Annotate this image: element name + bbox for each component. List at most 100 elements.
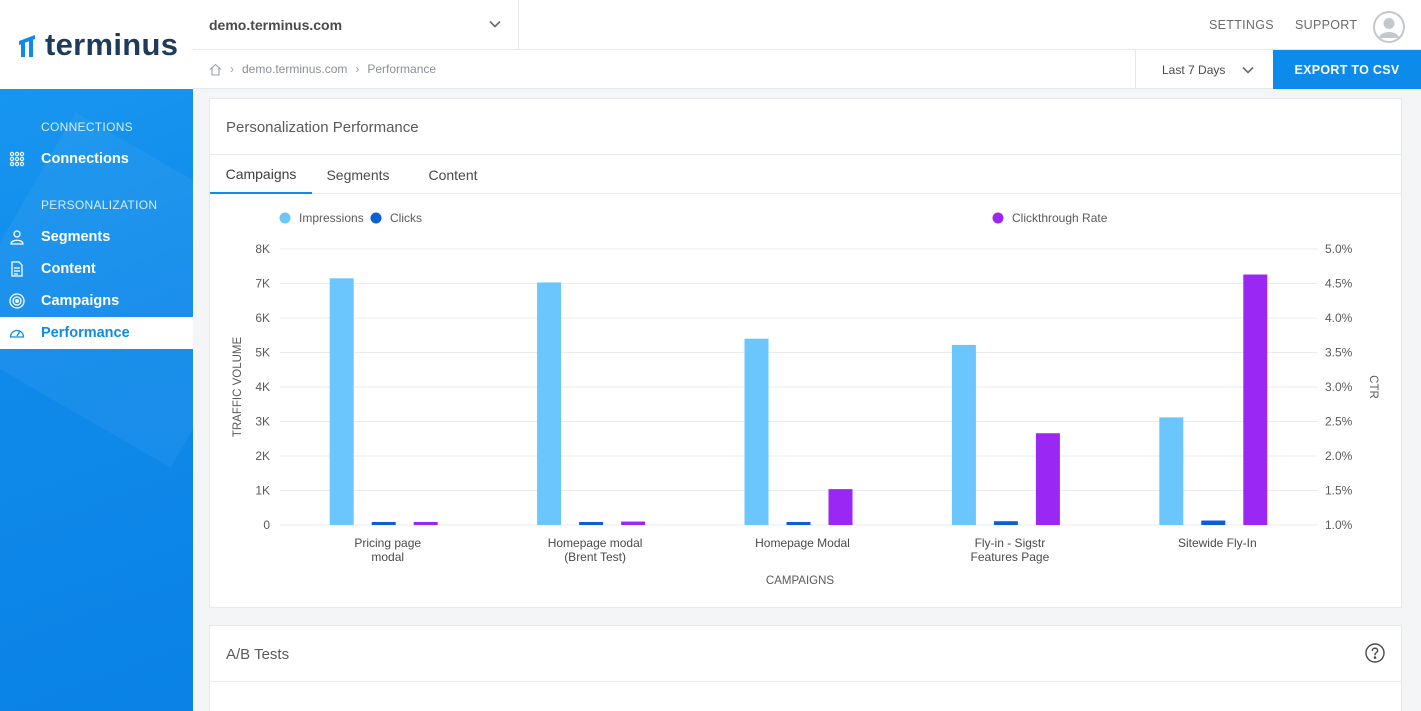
personalization-performance-card: Personalization Performance Campaigns Se… <box>209 98 1402 608</box>
tab-campaigns[interactable]: Campaigns <box>210 155 312 194</box>
sidebar-item-label: Content <box>41 261 96 277</box>
sidebar-item-content[interactable]: Content <box>0 253 193 285</box>
impressions-bar <box>329 278 354 525</box>
category-label: Features Page <box>971 550 1050 564</box>
right-axis-tick-label: 3.5% <box>1325 346 1353 360</box>
sidebar-item-performance[interactable]: Performance <box>0 317 193 349</box>
breadcrumb-item-domain[interactable]: demo.terminus.com <box>242 62 348 76</box>
left-axis-tick-label: 5K <box>255 346 270 360</box>
domain-select[interactable]: demo.terminus.com <box>193 0 519 50</box>
top-bar: demo.terminus.com SETTINGS SUPPORT <box>193 0 1421 50</box>
avatar-user-icon <box>1373 11 1405 43</box>
legend-swatch <box>370 212 382 224</box>
right-axis-title: CTR <box>1367 375 1379 399</box>
home-icon[interactable] <box>209 63 222 76</box>
sidebar-item-campaigns[interactable]: Campaigns <box>0 285 193 317</box>
brand-name: terminus <box>45 26 179 62</box>
ctr-bar <box>1243 274 1268 525</box>
user-icon <box>9 229 25 245</box>
brand-logo[interactable]: terminus <box>0 0 193 89</box>
category-label: modal <box>371 550 404 564</box>
category-label: Pricing page <box>354 536 421 550</box>
card-title: A/B Tests <box>226 646 290 663</box>
ctr-bar <box>828 489 853 525</box>
chevron-down-icon <box>1242 66 1254 74</box>
left-axis-tick-label: 2K <box>255 449 270 463</box>
right-axis-tick-label: 1.5% <box>1325 484 1353 498</box>
category-label: (Brent Test) <box>564 550 626 564</box>
gauge-icon <box>9 325 25 341</box>
terminus-logo-icon <box>19 34 35 57</box>
left-axis-tick-label: 0 <box>263 518 270 532</box>
nav-section-connections: CONNECTIONS <box>41 120 133 134</box>
ctr-bar <box>413 522 438 525</box>
left-axis-tick-label: 1K <box>255 484 270 498</box>
card-divider <box>210 154 1401 155</box>
category-label: Homepage modal <box>548 536 643 550</box>
category-label: Fly-in - Sigstr <box>975 536 1046 550</box>
sidebar-item-segments[interactable]: Segments <box>0 221 193 253</box>
right-axis-tick-label: 4.0% <box>1325 311 1353 325</box>
impressions-bar <box>951 344 976 525</box>
card-title: Personalization Performance <box>226 119 419 136</box>
sidebar-item-label: Performance <box>41 325 130 341</box>
document-icon <box>9 261 25 277</box>
tab-segments[interactable]: Segments <box>326 166 390 183</box>
breadcrumb: › demo.terminus.com › Performance <box>209 62 436 76</box>
date-range-select[interactable]: Last 7 Days <box>1135 50 1273 89</box>
tab-content[interactable]: Content <box>428 166 478 183</box>
right-axis-tick-label: 2.5% <box>1325 415 1353 429</box>
connections-icon <box>9 151 25 167</box>
nav-section-personalization: PERSONALIZATION <box>41 198 158 212</box>
legend-label: Clickthrough Rate <box>1012 211 1108 225</box>
settings-link[interactable]: SETTINGS <box>1209 18 1274 32</box>
date-range-value: Last 7 Days <box>1162 62 1226 77</box>
left-axis-tick-label: 6K <box>255 311 270 325</box>
breadcrumb-bar: › demo.terminus.com › Performance Last 7… <box>193 50 1421 89</box>
legend-label: Impressions <box>299 211 364 225</box>
sidebar-background <box>0 89 193 711</box>
right-axis-tick-label: 2.0% <box>1325 449 1353 463</box>
ctr-bar <box>621 521 646 525</box>
legend-label: Clicks <box>390 211 422 225</box>
sidebar-item-connections[interactable]: Connections <box>0 143 193 175</box>
legend-swatch <box>279 212 291 224</box>
left-axis-tick-label: 4K <box>255 380 270 394</box>
right-axis-tick-label: 3.0% <box>1325 380 1353 394</box>
category-label: Sitewide Fly-In <box>1178 536 1257 550</box>
support-link[interactable]: SUPPORT <box>1295 18 1358 32</box>
right-axis-tick-label: 4.5% <box>1325 277 1353 291</box>
sidebar: terminus CONNECTIONS Connections PERSONA… <box>0 0 193 711</box>
sidebar-item-label: Connections <box>41 151 129 167</box>
legend-swatch <box>992 212 1004 224</box>
card-divider <box>210 681 1401 682</box>
export-csv-button[interactable]: EXPORT TO CSV <box>1273 50 1421 89</box>
left-axis-tick-label: 8K <box>255 242 270 256</box>
ab-tests-card: A/B Tests <box>209 625 1402 711</box>
clicks-bar <box>1201 520 1226 525</box>
ctr-bar <box>1035 433 1060 525</box>
chevron-down-icon <box>489 20 501 28</box>
campaign-performance-chart: 0 1K 2K 3K 4K 5K 6K 7K 8K 1.0% 1.5% 2.0% 2.5% 3.0% 3.5… <box>232 211 1379 587</box>
breadcrumb-separator-icon: › <box>355 62 360 76</box>
target-icon <box>9 293 25 309</box>
category-label: Homepage Modal <box>755 536 850 550</box>
left-axis-tick-label: 3K <box>255 415 270 429</box>
clicks-bar <box>579 522 604 525</box>
clicks-bar <box>993 521 1018 525</box>
sidebar-item-label: Segments <box>41 229 111 245</box>
impressions-bar <box>1159 417 1184 525</box>
clicks-bar <box>371 522 396 525</box>
right-axis-tick-label: 5.0% <box>1325 242 1353 256</box>
avatar[interactable] <box>1373 11 1405 43</box>
breadcrumb-item-current: Performance <box>367 62 437 76</box>
x-axis-title: CAMPAIGNS <box>766 575 834 587</box>
performance-tabs: Campaigns Segments Content <box>210 155 1401 194</box>
left-axis-tick-label: 7K <box>255 277 270 291</box>
impressions-bar <box>744 338 769 525</box>
help-icon[interactable] <box>1365 643 1385 663</box>
right-axis-tick-label: 1.0% <box>1325 518 1353 532</box>
clicks-bar <box>786 522 811 525</box>
left-axis-title: TRAFFIC VOLUME <box>232 337 244 438</box>
breadcrumb-separator-icon: › <box>230 62 234 76</box>
